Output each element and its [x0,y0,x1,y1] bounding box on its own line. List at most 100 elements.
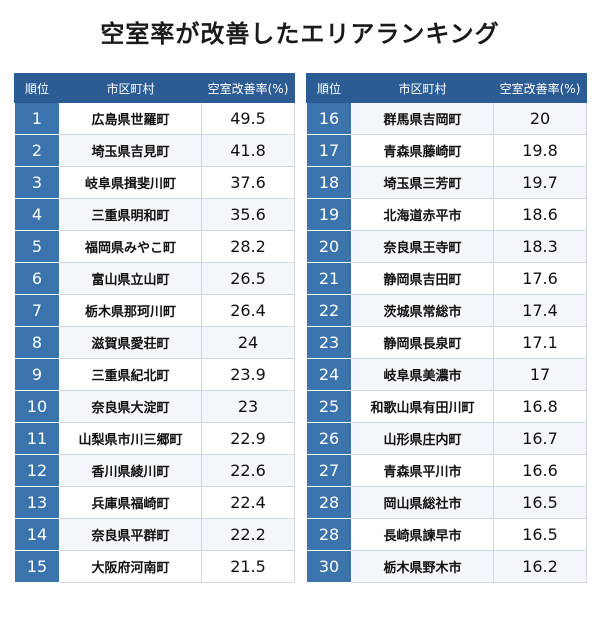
table-row: 30 栃木県野木市 16.2 [306,550,587,583]
rate-cell: 26.4 [201,294,295,327]
rank-cell: 27 [306,454,352,487]
city-cell: 山梨県市川三郷町 [59,422,202,455]
rank-cell: 3 [14,166,60,199]
rank-cell: 25 [306,390,352,423]
table-row: 23 静岡県長泉町 17.1 [306,326,587,359]
table-row: 10 奈良県大淀町 23 [14,390,295,423]
rank-cell: 23 [306,326,352,359]
table-row: 12 香川県綾川町 22.6 [14,454,295,487]
rank-cell: 22 [306,294,352,327]
city-cell: 青森県藤崎町 [351,134,494,167]
city-cell: 岡山県総社市 [351,486,494,519]
rank-cell: 6 [14,262,60,295]
rate-cell: 19.8 [493,134,587,167]
table-row: 3 岐阜県揖斐川町 37.6 [14,166,295,199]
city-cell: 滋賀県愛荘町 [59,326,202,359]
city-cell: 山形県庄内町 [351,422,494,455]
city-cell: 栃木県野木市 [351,550,494,583]
table-row: 2 埼玉県吉見町 41.8 [14,134,295,167]
rate-cell: 22.6 [201,454,295,487]
rank-cell: 10 [14,390,60,423]
table-row: 20 奈良県王寺町 18.3 [306,230,587,263]
city-cell: 奈良県大淀町 [59,390,202,423]
page-title: 空室率が改善したエリアランキング [100,20,500,48]
city-cell: 群馬県吉岡町 [351,102,494,135]
table-row: 26 山形県庄内町 16.7 [306,422,587,455]
rate-cell: 17.6 [493,262,587,295]
rank-cell: 16 [306,102,352,135]
city-cell: 三重県紀北町 [59,358,202,391]
rate-cell: 16.8 [493,390,587,423]
rank-cell: 15 [14,550,60,583]
table-row: 19 北海道赤平市 18.6 [306,198,587,231]
rank-cell: 12 [14,454,60,487]
rate-cell: 16.6 [493,454,587,487]
rank-cell: 28 [306,518,352,551]
city-cell: 岐阜県美濃市 [351,358,494,391]
city-cell: 三重県明和町 [59,198,202,231]
table-row: 27 青森県平川市 16.6 [306,454,587,487]
rate-cell: 37.6 [201,166,295,199]
table-row: 25 和歌山県有田川町 16.8 [306,390,587,423]
column-header-rank: 順位 [306,73,352,103]
rank-cell: 5 [14,230,60,263]
rate-cell: 26.5 [201,262,295,295]
rank-cell: 14 [14,518,60,551]
column-header-city: 市区町村 [59,73,202,103]
rank-cell: 19 [306,198,352,231]
rate-cell: 22.9 [201,422,295,455]
table-row: 5 福岡県みやこ町 28.2 [14,230,295,263]
city-cell: 奈良県王寺町 [351,230,494,263]
column-header-city: 市区町村 [351,73,494,103]
rate-cell: 16.2 [493,550,587,583]
column-header-rate: 空室改善率(%) [201,73,295,103]
rate-cell: 17.4 [493,294,587,327]
ranking-table-left: 順位 市区町村 空室改善率(%) 1 広島県世羅町 49.5 2 埼玉県吉見町 41.8 3… [14,73,295,583]
city-cell: 静岡県吉田町 [351,262,494,295]
rank-cell: 24 [306,358,352,391]
rate-cell: 24 [201,326,295,359]
city-cell: 富山県立山町 [59,262,202,295]
city-cell: 静岡県長泉町 [351,326,494,359]
rate-cell: 23.9 [201,358,295,391]
table-row: 28 岡山県総社市 16.5 [306,486,587,519]
city-cell: 大阪府河南町 [59,550,202,583]
rank-cell: 8 [14,326,60,359]
city-cell: 青森県平川市 [351,454,494,487]
rate-cell: 18.6 [493,198,587,231]
table-row: 16 群馬県吉岡町 20 [306,102,587,135]
city-cell: 栃木県那珂川町 [59,294,202,327]
rate-cell: 22.2 [201,518,295,551]
rank-cell: 2 [14,134,60,167]
rate-cell: 18.3 [493,230,587,263]
table-row: 1 広島県世羅町 49.5 [14,102,295,135]
city-cell: 奈良県平群町 [59,518,202,551]
table-row: 11 山梨県市川三郷町 22.9 [14,422,295,455]
rate-cell: 17.1 [493,326,587,359]
rank-cell: 20 [306,230,352,263]
table-row: 15 大阪府河南町 21.5 [14,550,295,583]
rate-cell: 17 [493,358,587,391]
table-row: 22 茨城県常総市 17.4 [306,294,587,327]
ranking-table-right: 順位 市区町村 空室改善率(%) 16 群馬県吉岡町 20 17 青森県藤崎町 19.8 1… [306,73,587,583]
rate-cell: 23 [201,390,295,423]
rank-cell: 30 [306,550,352,583]
rate-cell: 35.6 [201,198,295,231]
column-header-rate: 空室改善率(%) [493,73,587,103]
rate-cell: 21.5 [201,550,295,583]
rank-cell: 17 [306,134,352,167]
table-row: 14 奈良県平群町 22.2 [14,518,295,551]
city-cell: 広島県世羅町 [59,102,202,135]
rate-cell: 16.5 [493,486,587,519]
rate-cell: 19.7 [493,166,587,199]
city-cell: 岐阜県揖斐川町 [59,166,202,199]
city-cell: 北海道赤平市 [351,198,494,231]
rate-cell: 28.2 [201,230,295,263]
rate-cell: 16.5 [493,518,587,551]
city-cell: 香川県綾川町 [59,454,202,487]
rate-cell: 20 [493,102,587,135]
table-row: 17 青森県藤崎町 19.8 [306,134,587,167]
city-cell: 埼玉県吉見町 [59,134,202,167]
table-row: 7 栃木県那珂川町 26.4 [14,294,295,327]
rank-cell: 11 [14,422,60,455]
